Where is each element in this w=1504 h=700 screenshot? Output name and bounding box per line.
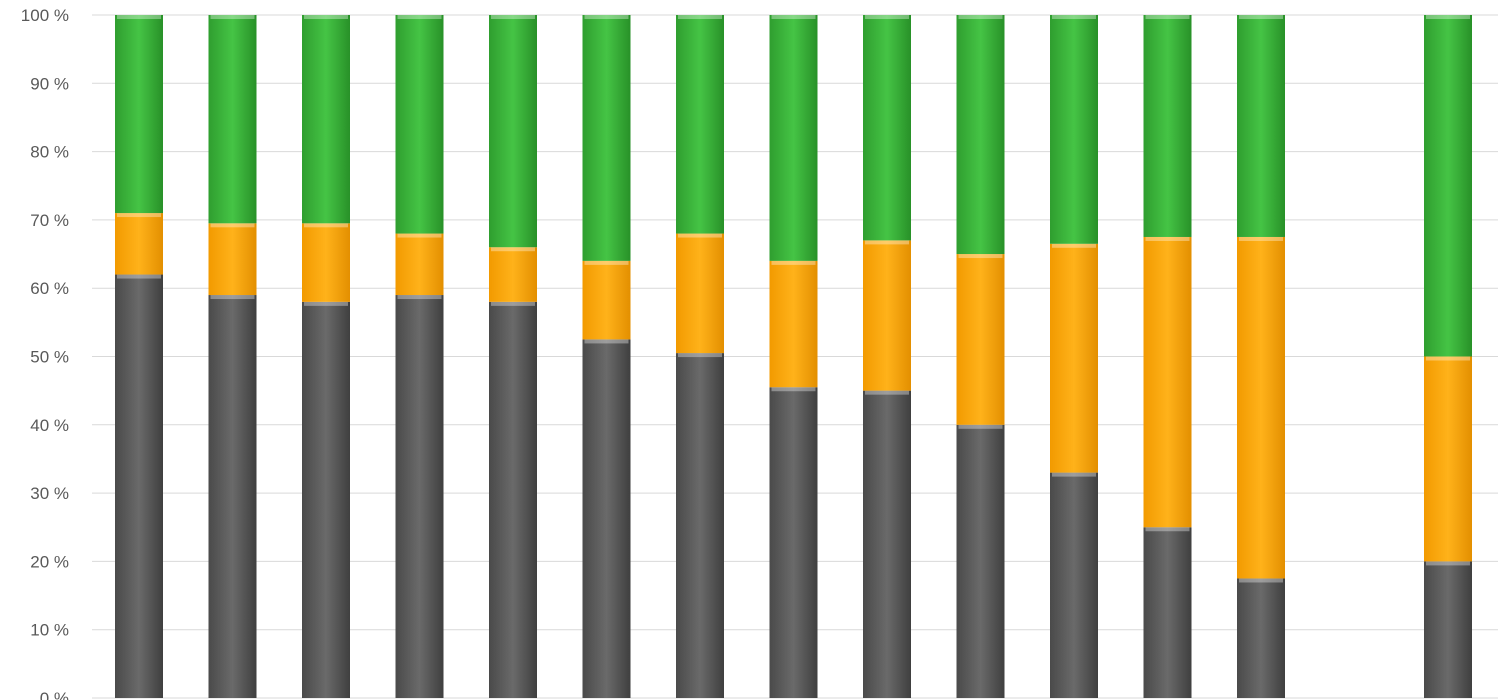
- bar-segment-orange: [395, 233, 444, 296]
- y-tick-label: 60 %: [30, 279, 69, 298]
- bar-segment-green: [1424, 15, 1472, 357]
- bar-bevel: [210, 223, 255, 228]
- bar-bevel: [1239, 15, 1283, 19]
- bar-segment-green: [395, 15, 444, 234]
- bar-segment-dark: [1143, 527, 1192, 698]
- bar-bevel: [865, 15, 909, 19]
- bar-bevel: [1145, 236, 1190, 241]
- bar-segment-orange: [1143, 236, 1192, 528]
- bar-segment-orange: [956, 254, 1005, 425]
- bar-bevel: [1426, 561, 1470, 566]
- bar-bevel: [210, 15, 255, 19]
- bar-bevel: [1052, 15, 1096, 19]
- bar-bevel: [304, 15, 348, 19]
- bar-bevel: [117, 213, 161, 218]
- bar-bevel: [678, 233, 722, 238]
- bar-segment-dark: [208, 295, 257, 698]
- bar-bevel: [1145, 15, 1190, 19]
- bar-segment-dark: [489, 301, 537, 698]
- bar-segment-orange: [115, 213, 163, 275]
- bar-bevel: [865, 390, 909, 395]
- bar-bevel: [958, 424, 1003, 429]
- y-tick-label: 30 %: [30, 484, 69, 503]
- bar-segment-green: [769, 15, 818, 261]
- bar-segment-orange: [1237, 236, 1285, 579]
- bar-bevel: [117, 15, 161, 19]
- bar-segment-green: [302, 15, 350, 224]
- bar-segment-orange: [1050, 243, 1098, 473]
- bar-bevel: [304, 223, 348, 228]
- bar-segment-dark: [956, 424, 1005, 698]
- bar-bevel: [491, 15, 535, 19]
- bar-bevel: [397, 233, 442, 238]
- bar-bevel: [1426, 15, 1470, 19]
- bar-segment-dark: [863, 390, 911, 698]
- bar-bevel: [117, 274, 161, 279]
- y-tick-label: 40 %: [30, 416, 69, 435]
- bar-segment-orange: [863, 240, 911, 391]
- bar-bevel: [771, 15, 816, 19]
- bar-bevel: [958, 254, 1003, 259]
- bar-segment-orange: [769, 260, 818, 388]
- y-tick-label: 50 %: [30, 348, 69, 367]
- bar-segment-orange: [489, 247, 537, 302]
- bar-segment-dark: [115, 274, 163, 698]
- bar-segment-dark: [1424, 561, 1472, 698]
- bar-segment-dark: [1237, 578, 1285, 698]
- bar-bevel: [1052, 472, 1096, 477]
- bar-segment-dark: [769, 387, 818, 698]
- bar-bevel: [771, 260, 816, 265]
- bar-segment-green: [676, 15, 724, 234]
- bar-bevel: [584, 339, 629, 344]
- bar-segment-green: [863, 15, 911, 241]
- bar-segment-green: [208, 15, 257, 224]
- bar-segment-green: [489, 15, 537, 248]
- bar-segment-green: [582, 15, 631, 261]
- bar-segment-orange: [582, 260, 631, 340]
- bar-bevel: [397, 295, 442, 300]
- bar-bevel: [304, 301, 348, 306]
- bar-bevel: [958, 15, 1003, 19]
- bar-segment-green: [956, 15, 1005, 255]
- y-tick-label: 80 %: [30, 143, 69, 162]
- bar-segment-orange: [676, 233, 724, 354]
- bar-segment-green: [1143, 15, 1192, 237]
- y-tick-label: 90 %: [30, 74, 69, 93]
- bar-segment-dark: [395, 295, 444, 698]
- bar-segment-orange: [302, 223, 350, 302]
- bar-bevel: [210, 295, 255, 300]
- bar-bevel: [771, 387, 816, 392]
- bar-bevel: [491, 301, 535, 306]
- bar-bevel: [1239, 236, 1283, 241]
- bar-bevel: [1145, 527, 1190, 532]
- bar-bevel: [1052, 243, 1096, 248]
- bar-segment-green: [1237, 15, 1285, 237]
- bars: [115, 15, 1472, 698]
- bar-bevel: [1426, 356, 1470, 361]
- bar-bevel: [491, 247, 535, 252]
- y-tick-label: 0 %: [40, 689, 69, 700]
- y-tick-label: 20 %: [30, 552, 69, 571]
- bar-segment-dark: [582, 339, 631, 698]
- bar-bevel: [1239, 578, 1283, 583]
- y-tick-label: 70 %: [30, 211, 69, 230]
- bar-segment-orange: [1424, 356, 1472, 562]
- bar-segment-green: [115, 15, 163, 214]
- y-tick-label: 100 %: [21, 6, 69, 25]
- bar-bevel: [584, 15, 629, 19]
- y-axis: 0 % 10 % 20 % 30 % 40 % 50 % 60 % 70 % 80 % 90 % 1…: [21, 6, 69, 700]
- bar-bevel: [584, 260, 629, 265]
- bar-segment-green: [1050, 15, 1098, 244]
- bar-segment-dark: [302, 301, 350, 698]
- bar-bevel: [397, 15, 442, 19]
- bar-bevel: [678, 353, 722, 358]
- bar-segment-dark: [676, 353, 724, 698]
- bar-bevel: [678, 15, 722, 19]
- bar-segment-dark: [1050, 472, 1098, 698]
- bar-bevel: [865, 240, 909, 245]
- y-tick-label: 10 %: [30, 621, 69, 640]
- bar-segment-orange: [208, 223, 257, 296]
